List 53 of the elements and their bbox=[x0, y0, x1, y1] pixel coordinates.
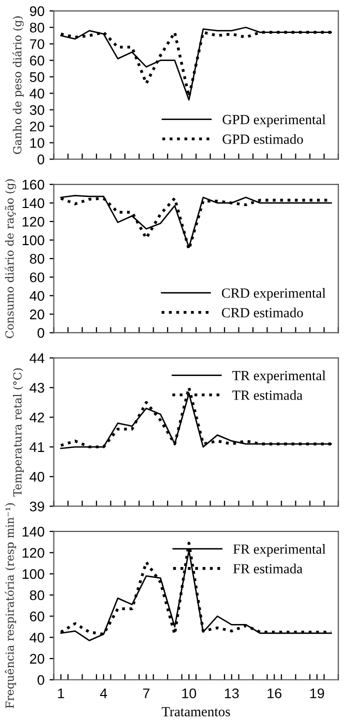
y-tick-label: 20 bbox=[30, 654, 44, 664]
y-tick-label: 90 bbox=[30, 6, 44, 16]
y-tick-label: 20 bbox=[30, 122, 44, 132]
y-tick-label: 60 bbox=[30, 56, 44, 66]
y-tick-label: 140 bbox=[22, 526, 44, 537]
y-tick-label: 80 bbox=[30, 254, 44, 264]
y-tick-label: 60 bbox=[30, 272, 44, 282]
y-tick-label: 120 bbox=[22, 216, 44, 227]
legend-label: FR estimada bbox=[233, 564, 302, 574]
y-tick-label: 20 bbox=[30, 310, 44, 320]
y-tick-label: 140 bbox=[22, 198, 44, 208]
y-tick-label: 40 bbox=[30, 632, 44, 643]
legend-label: CRD experimental bbox=[222, 288, 326, 301]
y-tick-label: 70 bbox=[30, 39, 44, 50]
y-tick-label: 43 bbox=[30, 382, 44, 393]
y-tick-label: 160 bbox=[22, 180, 44, 190]
x-tick-label: 7 bbox=[143, 688, 150, 698]
x-tick-label: 13 bbox=[224, 688, 239, 698]
y-tick-label: 0 bbox=[38, 675, 44, 685]
legend-label: GPD experimental bbox=[222, 114, 326, 128]
x-tick-label: 19 bbox=[310, 688, 324, 698]
y-tick-label: 42 bbox=[30, 412, 44, 422]
y-tick-label: 0 bbox=[38, 154, 44, 164]
y-tick-label: 39 bbox=[30, 502, 44, 512]
y-tick-label: 10 bbox=[30, 138, 44, 148]
y-tick-label: 120 bbox=[22, 548, 44, 558]
y-tick-label: 40 bbox=[30, 88, 44, 98]
y-tick-label: 0 bbox=[38, 328, 44, 338]
legend-label: FR experimental bbox=[233, 544, 326, 557]
y-tick-label: 50 bbox=[30, 72, 44, 82]
x-axis-title: Tratamentos bbox=[162, 707, 230, 716]
y-tick-label: 60 bbox=[30, 612, 44, 622]
legend-label: TR experimental bbox=[232, 370, 326, 384]
y-tick-label: 80 bbox=[30, 590, 44, 600]
x-tick-label: 16 bbox=[268, 688, 282, 698]
y-tick-label: 80 bbox=[30, 22, 44, 33]
y-tick-label: 100 bbox=[22, 569, 44, 579]
y-tick-label: 40 bbox=[30, 472, 44, 482]
x-tick-label: 1 bbox=[58, 688, 64, 698]
legend-label: CRD estimado bbox=[222, 308, 303, 318]
y-tick-label: 41 bbox=[30, 442, 44, 452]
y-axis-title: Temperatura retal (°C) bbox=[13, 368, 24, 497]
y-tick-label: 100 bbox=[22, 235, 44, 246]
y-axis-title: Consumo diário de ração (g) bbox=[4, 179, 16, 338]
y-tick-label: 44 bbox=[30, 353, 44, 363]
x-tick-label: 4 bbox=[100, 688, 108, 698]
y-tick-label: 30 bbox=[30, 105, 44, 115]
y-axis-title: Ganho de peso diário (g) bbox=[12, 16, 24, 154]
legend-label: GPD estimado bbox=[222, 134, 303, 144]
legend-label: TR estimada bbox=[232, 390, 302, 400]
y-tick-label: 40 bbox=[30, 290, 44, 301]
y-axis-title: Frequência respiratória (resp min⁻¹) bbox=[4, 503, 16, 708]
x-tick-label: 10 bbox=[182, 688, 196, 698]
